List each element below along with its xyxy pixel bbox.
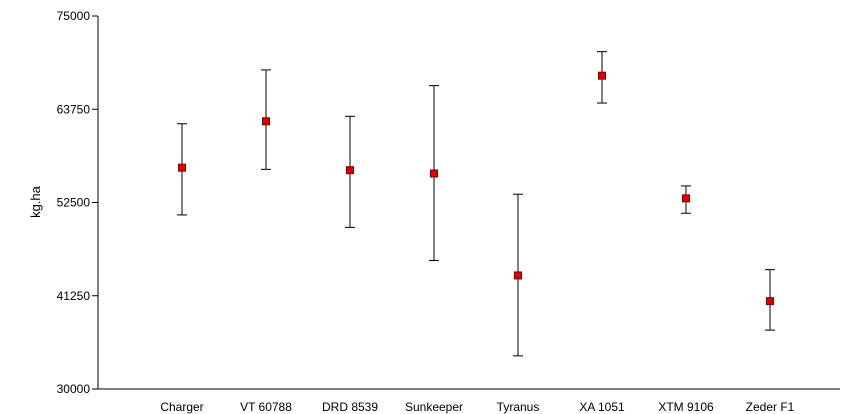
- x-tick-label: XTM 9106: [658, 400, 714, 414]
- y-tick-label: 63750: [57, 102, 91, 116]
- x-tick-label: Tyranus: [497, 400, 540, 414]
- x-tick-label: Sunkeeper: [405, 400, 463, 414]
- data-point-group: [345, 115, 355, 228]
- x-tick-label: XA 1051: [579, 400, 625, 414]
- x-tick-label: Charger: [160, 400, 203, 414]
- data-point-group: [681, 185, 691, 214]
- data-point: [430, 169, 438, 178]
- data-point-group: [261, 69, 271, 170]
- y-tick-label: 75000: [57, 9, 91, 23]
- y-tick-label: 41250: [57, 289, 91, 303]
- y-tick-label: 52500: [57, 196, 91, 210]
- data-point-group: [429, 85, 439, 262]
- x-tick-label: DRD 8539: [322, 400, 378, 414]
- data-point: [682, 194, 690, 203]
- data-point: [766, 297, 774, 306]
- data-point: [514, 271, 522, 280]
- data-point-group: [597, 51, 607, 104]
- x-tick-label: Zeder F1: [746, 400, 795, 414]
- data-point-group: [765, 269, 775, 331]
- data-point: [262, 117, 270, 126]
- data-point-group: [513, 193, 523, 357]
- plot-area: [177, 51, 775, 357]
- data-point: [598, 71, 606, 80]
- y-axis: 30000 41250 52500 63750 75000: [57, 9, 99, 396]
- y-tick-label: 30000: [57, 382, 91, 396]
- data-point: [346, 166, 354, 175]
- x-tick-label: VT 60788: [240, 400, 292, 414]
- data-point: [178, 163, 186, 172]
- data-point-group: [177, 123, 187, 216]
- x-axis: Charger VT 60788 DRD 8539 Sunkeeper Tyranus X…: [98, 388, 840, 414]
- y-axis-title: kg.ha: [28, 185, 43, 218]
